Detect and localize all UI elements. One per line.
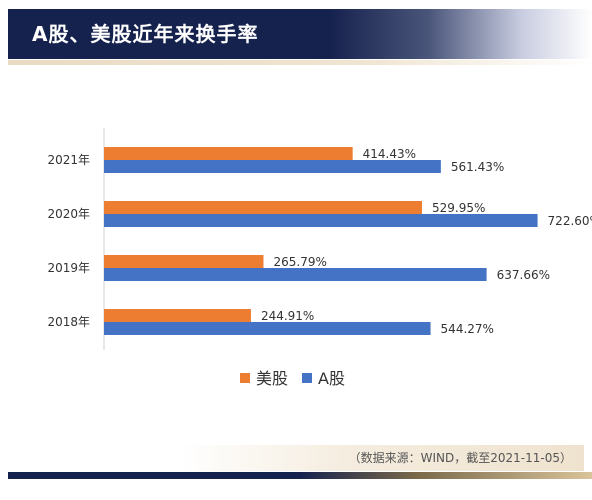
bar-us-2020年	[104, 201, 422, 214]
footer-accent	[300, 472, 592, 479]
bar-us-2018年	[104, 309, 251, 322]
legend-swatch-us	[240, 373, 250, 383]
turnover-bar-chart: 2021年 414.43% 561.43% 2020年 529.95% 722.60% 20…	[47, 128, 592, 388]
bar-us-2019年	[104, 255, 264, 268]
y-tick-label: 2019年	[47, 261, 90, 275]
data-label: 544.27%	[441, 322, 494, 336]
bar-a-2018年	[104, 322, 431, 335]
legend-label: 美股	[256, 369, 288, 388]
bar-a-2020年	[104, 214, 538, 227]
y-tick-label: 2020年	[47, 207, 90, 221]
data-label: 529.95%	[432, 201, 485, 215]
legend-label: A股	[318, 369, 345, 388]
data-label: 637.66%	[497, 268, 550, 282]
data-label: 414.43%	[363, 147, 416, 161]
page-title: A股、美股近年来换手率	[32, 22, 259, 46]
header-bar: A股、美股近年来换手率	[8, 9, 592, 59]
y-tick-label: 2018年	[47, 315, 90, 329]
header-underline	[8, 60, 592, 65]
source-bar: （数据来源：WIND，截至2021-11-05）	[180, 445, 584, 471]
data-label: 244.91%	[261, 309, 314, 323]
bar-a-2021年	[104, 160, 441, 173]
source-note: （数据来源：WIND，截至2021-11-05）	[348, 451, 572, 465]
data-label: 561.43%	[451, 160, 504, 174]
y-tick-label: 2021年	[47, 153, 90, 167]
bar-us-2021年	[104, 147, 353, 160]
legend-swatch-a	[302, 373, 312, 383]
data-label: 722.60%	[548, 214, 592, 228]
data-label: 265.79%	[273, 255, 326, 269]
bar-a-2019年	[104, 268, 487, 281]
